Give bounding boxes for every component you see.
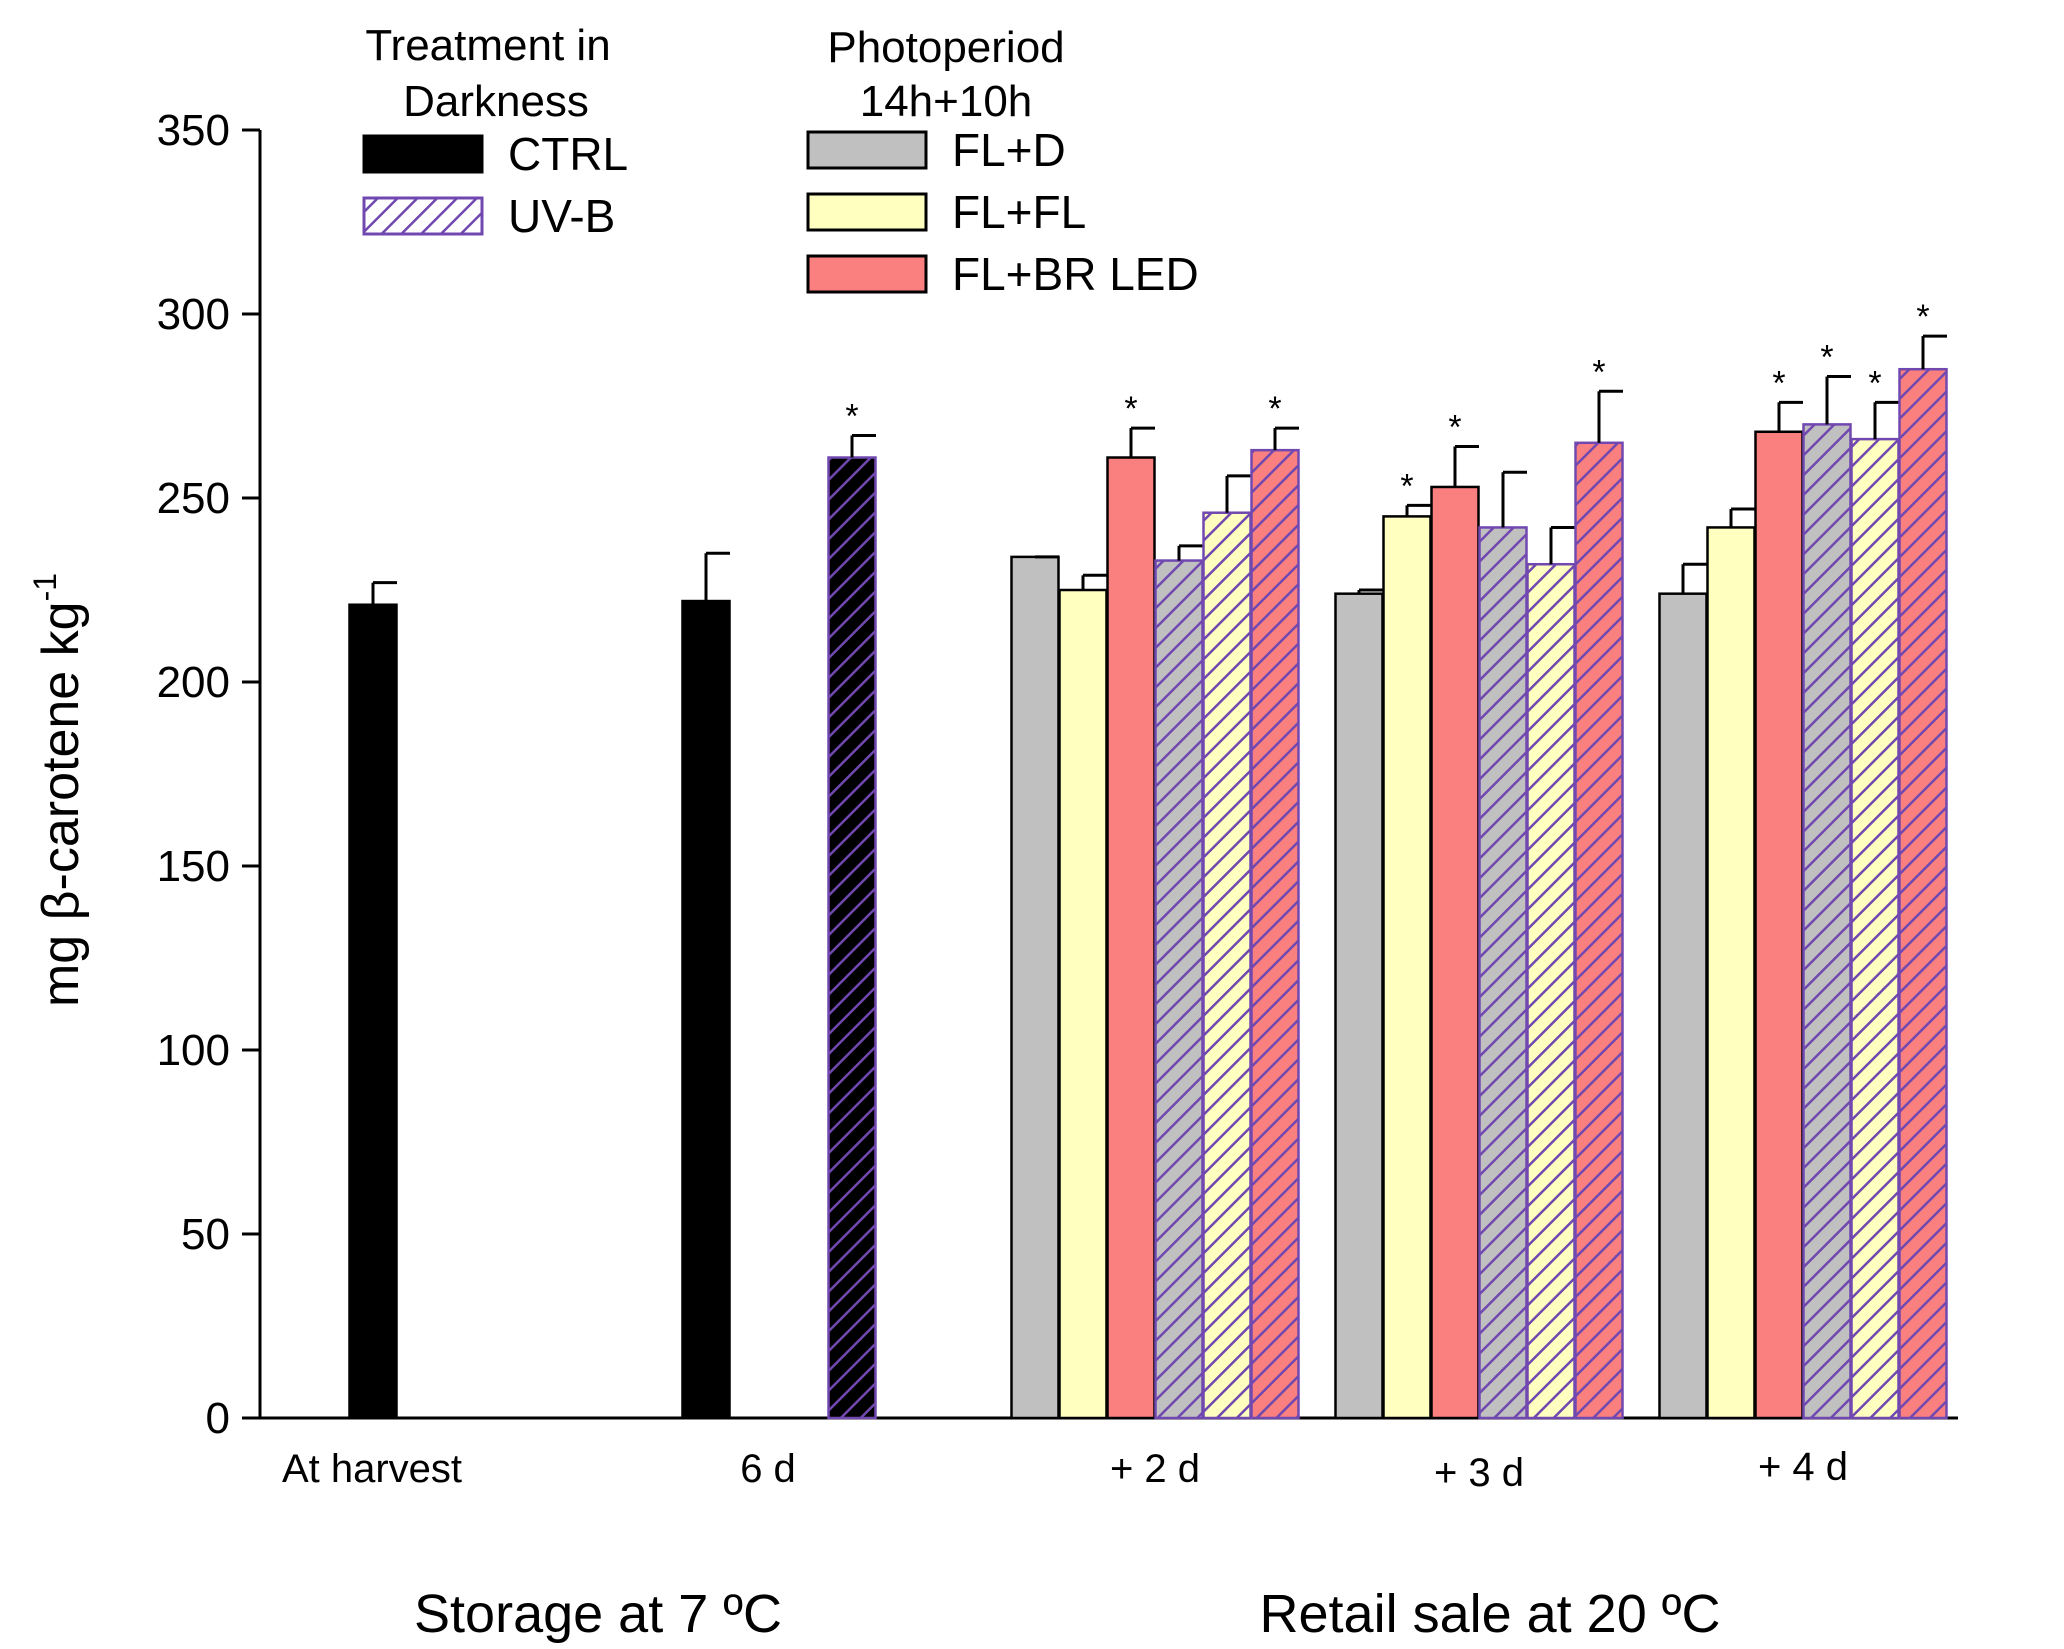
bar-2-d-fl-br-led bbox=[1106, 456, 1156, 1420]
legend-title-darkness-line1: Treatment in bbox=[365, 21, 610, 70]
bar-3-d-fl-br-led bbox=[1430, 485, 1480, 1420]
legend-swatch-fl-d bbox=[806, 130, 928, 170]
bar-3-d-fl-fl bbox=[1382, 515, 1432, 1420]
y-axis-title-text: mg β-carotene kg bbox=[32, 601, 90, 1007]
y-tick-label: 350 bbox=[157, 106, 230, 155]
legend-title-darkness-line2: Darkness bbox=[403, 77, 589, 126]
significance-marker: * bbox=[1772, 364, 1785, 402]
bar-2-d-uv-b-fl-fl bbox=[1202, 511, 1252, 1420]
legend-swatch-fl-fl bbox=[806, 192, 928, 232]
y-ticks: 0 50 100 150 200 250 300 350 bbox=[157, 106, 260, 1443]
legend-swatch-uv-b bbox=[362, 196, 484, 236]
legend-items: CTRL UV-B FL+D FL+FL FL+BR LED bbox=[362, 124, 1199, 300]
y-tick-label: 50 bbox=[181, 1210, 230, 1259]
bar-at-harvest-ctrl bbox=[348, 603, 398, 1420]
y-tick-label: 0 bbox=[206, 1394, 230, 1443]
significance-marker: * bbox=[1448, 408, 1461, 446]
significance-marker: * bbox=[1124, 390, 1137, 428]
legend: Treatment in Darkness Photoperiod 14h+10… bbox=[362, 21, 1199, 300]
legend-title-photoperiod-line2: 14h+10h bbox=[860, 77, 1033, 126]
x-category-label: + 4 d bbox=[1758, 1445, 1848, 1489]
x-category-label: At harvest bbox=[282, 1447, 462, 1491]
y-axis-title: mg β-carotene kg-1 bbox=[27, 573, 90, 1007]
x-category-label: + 3 d bbox=[1434, 1451, 1524, 1495]
y-tick-label: 300 bbox=[157, 290, 230, 339]
bars: * * * * * * * * * * bbox=[348, 298, 1948, 1420]
legend-label-fl-br-led: FL+BR LED bbox=[952, 248, 1199, 300]
x-category-label: 6 d bbox=[740, 1447, 796, 1491]
y-tick-label: 150 bbox=[157, 842, 230, 891]
significance-marker: * bbox=[1268, 390, 1281, 428]
bar-3-d-uv-b-fl-br-led bbox=[1574, 441, 1624, 1420]
bar-4-d-fl-fl bbox=[1706, 526, 1756, 1420]
legend-label-fl-d: FL+D bbox=[952, 124, 1066, 176]
category-labels: At harvest 6 d + 2 d + 3 d + 4 d bbox=[282, 1445, 1848, 1495]
bar-3-d-uv-b-fl-fl bbox=[1526, 562, 1576, 1420]
group-label-retail: Retail sale at 20 ºC bbox=[1260, 1584, 1721, 1644]
bar-4-d-uv-b-fl-br-led bbox=[1898, 367, 1948, 1420]
x-category-label: + 2 d bbox=[1110, 1447, 1200, 1491]
bar-3-d-uv-b-fl-d bbox=[1478, 526, 1528, 1420]
significance-marker: * bbox=[1868, 364, 1881, 402]
bar-4-d-fl-d bbox=[1658, 592, 1708, 1420]
legend-swatch-fl-br-led bbox=[806, 254, 928, 294]
y-tick-label: 100 bbox=[157, 1026, 230, 1075]
bar-2-d-uv-b-fl-d bbox=[1154, 559, 1204, 1420]
bar-2-d-uv-b-fl-br-led bbox=[1250, 448, 1300, 1420]
significance-marker: * bbox=[1820, 339, 1833, 377]
y-tick-label: 200 bbox=[157, 658, 230, 707]
legend-label-ctrl: CTRL bbox=[508, 128, 628, 180]
significance-marker: * bbox=[845, 397, 858, 435]
significance-marker: * bbox=[1592, 353, 1605, 391]
significance-marker: * bbox=[1916, 298, 1929, 336]
legend-title-photoperiod-line1: Photoperiod bbox=[827, 23, 1064, 72]
significance-marker: * bbox=[1400, 467, 1413, 505]
bar-6-d-uv-b bbox=[827, 456, 877, 1420]
bar-2-d-fl-fl bbox=[1058, 588, 1108, 1420]
y-tick-label: 250 bbox=[157, 474, 230, 523]
bar-4-d-fl-br-led bbox=[1754, 430, 1804, 1420]
y-axis-title-superscript: -1 bbox=[27, 573, 63, 601]
group-label-storage: Storage at 7 ºC bbox=[414, 1584, 782, 1644]
bar-3-d-fl-d bbox=[1334, 592, 1384, 1420]
legend-swatch-ctrl bbox=[362, 134, 484, 174]
bar-6-d-ctrl bbox=[681, 599, 731, 1420]
bar-4-d-uv-b-fl-fl bbox=[1850, 437, 1900, 1420]
legend-label-fl-fl: FL+FL bbox=[952, 186, 1086, 238]
legend-label-uv-b: UV-B bbox=[508, 190, 615, 242]
bar-2-d-fl-d bbox=[1010, 555, 1060, 1420]
bar-4-d-uv-b-fl-d bbox=[1802, 423, 1852, 1420]
